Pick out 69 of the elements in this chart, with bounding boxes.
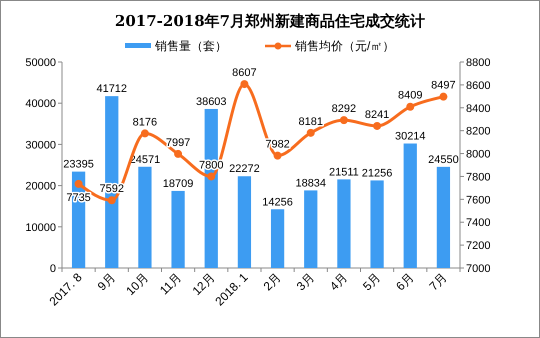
data-label: 8497	[431, 80, 456, 92]
bar	[171, 190, 185, 268]
bar	[436, 166, 450, 268]
y2-tick-label: 8000	[466, 148, 490, 161]
data-label: 30214	[394, 130, 426, 143]
data-label: 14256	[262, 196, 293, 208]
x-tick-label: 6月	[393, 270, 416, 294]
y2-tick-label: 8200	[466, 126, 490, 138]
y2-tick-label: 7200	[466, 240, 490, 252]
data-label: 8409	[398, 90, 422, 102]
x-tick-label: 3月	[294, 270, 317, 294]
x-tick-label: 7月	[426, 270, 450, 294]
x-tick-label: 9月	[94, 270, 118, 294]
data-label: 8292	[332, 103, 356, 116]
data-label: 24550	[428, 154, 459, 166]
point	[240, 80, 248, 88]
y2-tick-label: 7400	[466, 217, 490, 230]
point	[439, 92, 448, 101]
bar	[138, 166, 152, 268]
data-label: 21511	[329, 166, 359, 178]
bar	[270, 209, 284, 268]
y-tick-label: 50000	[25, 57, 56, 69]
x-tick-label: 4月	[326, 270, 350, 294]
bar	[238, 176, 252, 268]
y2-tick-label: 8400	[466, 102, 490, 115]
point	[108, 196, 116, 204]
y2-tick-label: 8600	[466, 80, 490, 92]
legend-label: 销售量（套）	[154, 39, 227, 53]
data-label: 7997	[166, 136, 190, 149]
point	[306, 128, 315, 137]
data-label: 38603	[196, 96, 227, 108]
x-tick-label: 11月	[157, 270, 184, 298]
point	[74, 180, 83, 188]
y2-tick-label: 7600	[466, 194, 490, 206]
point	[340, 116, 348, 124]
y-tick-label: 10000	[25, 222, 56, 234]
bar	[337, 179, 351, 268]
y-tick-label: 30000	[25, 139, 56, 152]
bar	[404, 144, 417, 268]
bar	[370, 180, 384, 268]
x-tick-label: 2月	[260, 270, 284, 294]
point	[140, 129, 149, 138]
y2-tick-label: 8800	[466, 57, 490, 69]
point	[406, 102, 414, 111]
y2-tick-label: 7000	[466, 263, 490, 275]
data-label: 18834	[295, 177, 326, 190]
data-label: 18709	[162, 178, 194, 190]
data-label: 21256	[362, 167, 392, 180]
data-label: 8176	[132, 116, 158, 128]
y2-tick-label: 7800	[466, 171, 490, 184]
data-label: 41712	[96, 83, 128, 96]
point	[373, 122, 382, 130]
chart-title: 2017-2018年7月郑州新建商品住宅成交统计	[114, 12, 426, 30]
point	[207, 172, 216, 180]
y-tick-label: 0	[50, 263, 56, 275]
bar	[304, 190, 318, 268]
x-tick-label: 5月	[360, 270, 384, 294]
legend-label: 销售均价（元/㎡）	[294, 39, 394, 53]
x-tick-label: 10月	[123, 270, 152, 298]
data-label: 8607	[232, 67, 257, 80]
point	[274, 152, 282, 160]
y-tick-label: 20000	[25, 180, 56, 193]
data-label: 23395	[63, 158, 94, 171]
data-label: 22272	[229, 163, 260, 176]
data-label: 8181	[298, 116, 323, 128]
y-tick-label: 40000	[25, 98, 56, 110]
x-tick-label: 12月	[190, 270, 218, 298]
point	[174, 150, 182, 158]
data-label: 8241	[364, 108, 390, 121]
